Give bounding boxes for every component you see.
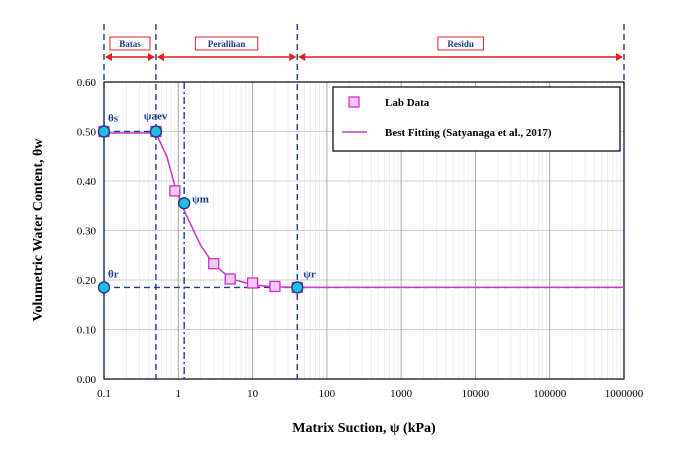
lab-data-point [246,277,259,289]
zone-label: Batas [119,39,141,49]
x-tick-label: 100000 [533,388,567,400]
zone-arrowhead-left [156,53,164,61]
tick-labels: 0.00 0.10 0.20 0.30 0.40 0.50 0.60 0.1 1 10 100 100… [77,77,644,400]
zone-label-box [109,36,151,51]
zone-layer: Batas Peralihan Residu [105,36,623,61]
key-point-marker [291,281,304,294]
zone-label: Peralihan [208,39,246,49]
y-tick-label: 0.60 [77,77,97,89]
x-axis-title: Matrix Suction, ψ (kPa) [292,421,436,436]
legend-label: Lab Data [385,97,430,109]
x-tick-label: 1 [176,388,182,400]
y-tick-label: 0.00 [77,374,97,386]
lab-data-point [224,273,236,285]
key-point-label: ψr [303,268,316,280]
key-point-marker [97,125,111,138]
key-point-label: θs [108,113,119,125]
zone-arrowhead-right [147,53,155,61]
plot-frame [103,81,625,380]
zone-arrowhead-right [289,53,297,61]
y-tick-label: 0.40 [77,176,97,188]
lab-data-point [208,258,220,270]
x-tick-label: 10 [247,388,259,400]
key-point-marker [149,125,163,138]
key-point-label: θr [108,268,119,280]
x-tick-label: 0.1 [97,388,111,400]
best-fit-line [104,132,624,289]
y-tick-label: 0.10 [77,325,97,337]
legend-swatch-lab-data [348,96,360,108]
x-tick-label: 1000000 [605,388,644,400]
y-tick-label: 0.20 [77,275,97,287]
x-tick-label: 1000 [390,388,413,400]
y-tick-label: 0.30 [77,226,97,238]
zone-label: Residu [447,39,474,49]
legend-box [332,86,621,152]
zone-label-box [194,36,259,51]
legend-label: Best Fitting (Satyanaga et al., 2017) [385,127,552,139]
zone-arrowhead-left [105,53,112,61]
key-points: θs ψaev ψm θr ψr [97,111,316,294]
key-point-label: ψm [192,193,209,205]
x-tick-label: 100 [319,388,336,400]
legend: Lab Data Best Fitting (Satyanaga et al., … [332,86,621,152]
y-axis-title: Volumetric Water Content, θw [31,138,46,322]
key-point-marker [97,281,111,294]
lab-data-point [169,185,181,197]
y-tick-label: 0.50 [77,127,97,139]
zone-arrowhead-left [298,53,306,61]
key-point-label: ψaev [144,111,168,123]
zone-arrowhead-right [616,53,623,61]
x-tick-label: 10000 [462,388,490,400]
zone-label-box [437,36,484,51]
lab-data-point [269,280,281,293]
key-point-marker [177,197,191,210]
